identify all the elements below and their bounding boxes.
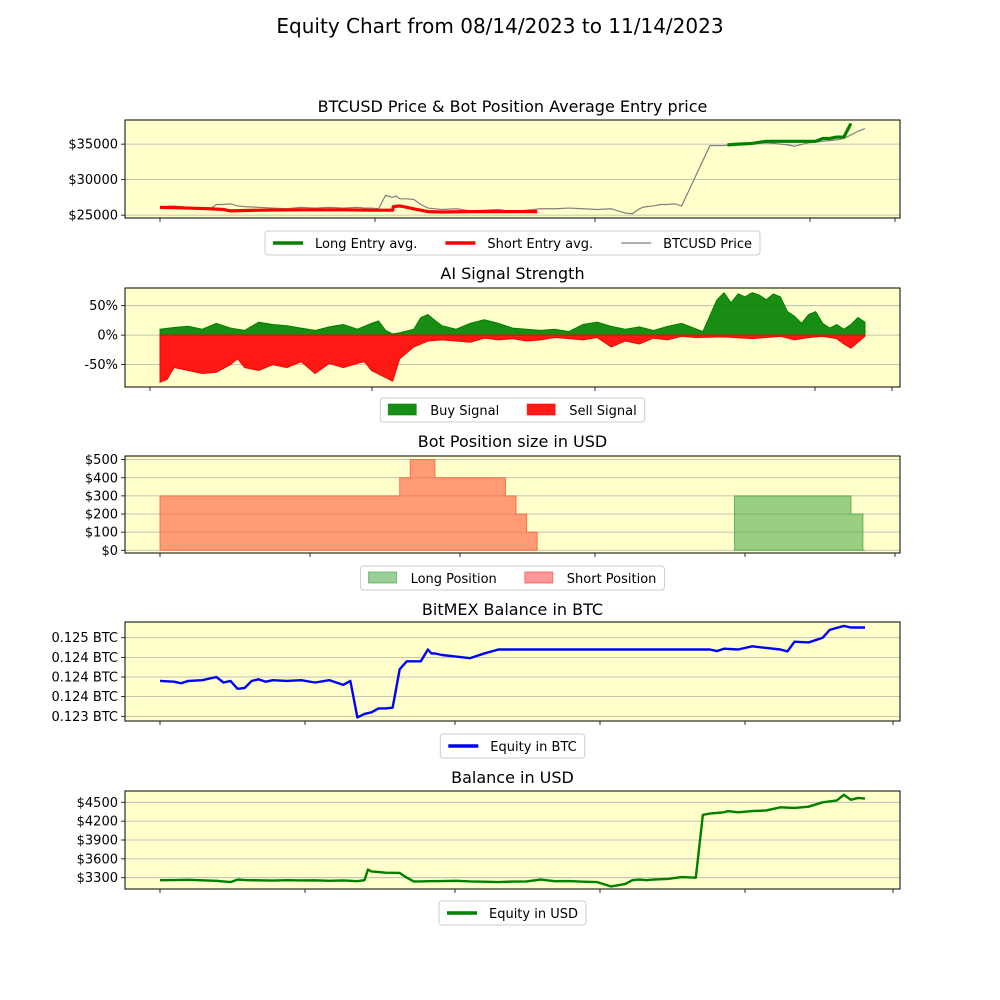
chart-legend: Equity in BTC: [439, 733, 586, 759]
legend-swatch-long-position: [368, 571, 398, 584]
y-tick-label: $30000: [68, 173, 118, 188]
chart-title: Bot Position size in USD: [418, 432, 607, 451]
chart-legend: Equity in USD: [438, 900, 587, 926]
chart-panel-1: $25000 $30000 $35000 BTCUSD Price & Bot Pos…: [68, 97, 901, 256]
y-tick-label: $0: [101, 544, 118, 559]
legend-label-long-position: Long Position: [411, 572, 497, 587]
chart-title: BTCUSD Price & Bot Position Average Entr…: [318, 97, 708, 116]
plot-background: [125, 622, 900, 721]
series-line-short-entry-avg-: [159, 204, 538, 214]
y-tick-label: $35000: [68, 138, 118, 153]
series-area-long-position: [734, 495, 865, 551]
y-tick-label: $4500: [77, 796, 118, 811]
chart-legend: Long Position Short Position: [360, 565, 665, 591]
legend-box: [438, 900, 587, 926]
y-tick-label: $25000: [68, 209, 118, 224]
y-tick-label: $500: [85, 453, 118, 468]
legend-label-short-position: Short Position: [567, 572, 657, 587]
chart-panel-2: -50% 0% 50% AI Signal Strength Buy Signal Sel…: [84, 264, 901, 423]
legend-label-short-entry-avg-: Short Entry avg.: [487, 237, 593, 252]
y-tick-label: -50%: [84, 358, 118, 373]
legend-swatch-short-position: [524, 571, 554, 584]
axes-frame: [124, 790, 901, 890]
legend-box: [360, 565, 665, 591]
chart-panel-3: $0 $100 $200 $300 $400 $500 Bot Position size …: [85, 432, 901, 591]
chart-panel-5: $3300 $3600 $3900 $4200 $4500 Balance in USD E…: [77, 768, 901, 926]
legend-label-equity-in-usd: Equity in USD: [489, 907, 578, 922]
chart-panel-4: 0.123 BTC 0.124 BTC 0.124 BTC 0.124 BTC 0.12…: [51, 600, 901, 759]
legend-box: [439, 733, 586, 759]
legend-label-buy-signal: Buy Signal: [430, 404, 499, 419]
legend-box: [379, 397, 646, 423]
chart-title: Balance in USD: [451, 768, 574, 787]
legend-label-btcusd-price: BTCUSD Price: [663, 237, 752, 252]
plot-background: [125, 120, 900, 218]
chart-legend: Buy Signal Sell Signal: [379, 397, 646, 423]
series-line-long-entry-avg-: [727, 122, 853, 147]
axes-frame: [124, 455, 901, 554]
legend-swatch-sell-signal: [526, 403, 556, 416]
chart-legend: Long Entry avg. Short Entry avg. BTCUSD Pr…: [264, 230, 761, 256]
y-tick-label: 0%: [97, 329, 118, 344]
chart-title: BitMEX Balance in BTC: [422, 600, 603, 619]
axes-frame: [124, 119, 901, 219]
legend-label-long-entry-avg-: Long Entry avg.: [315, 237, 417, 252]
y-tick-label: $200: [85, 508, 118, 523]
legend-swatch-buy-signal: [387, 403, 417, 416]
y-tick-label: $300: [85, 489, 118, 504]
figure-title: Equity Chart from 08/14/2023 to 11/14/20…: [276, 14, 724, 38]
series-area-buy-signal: [159, 291, 866, 336]
axes-frame: [124, 287, 901, 388]
series-line-equity-in-usd: [159, 793, 866, 888]
y-tick-label: $400: [85, 471, 118, 486]
y-tick-label: 0.123 BTC: [51, 710, 118, 725]
chart-title: AI Signal Strength: [440, 264, 584, 283]
y-tick-label: $3600: [77, 852, 118, 867]
y-tick-label: $3300: [77, 871, 118, 886]
y-tick-label: 0.124 BTC: [51, 671, 118, 686]
y-tick-label: 0.124 BTC: [51, 690, 118, 705]
y-tick-label: 0.124 BTC: [51, 651, 118, 666]
y-tick-label: $100: [85, 526, 118, 541]
legend-label-equity-in-btc: Equity in BTC: [490, 740, 576, 755]
legend-label-sell-signal: Sell Signal: [569, 404, 637, 419]
axes-frame: [124, 621, 901, 722]
series-area-sell-signal: [159, 334, 866, 384]
y-tick-label: 50%: [89, 299, 118, 314]
y-tick-label: $4200: [77, 815, 118, 830]
series-line-equity-in-btc: [159, 624, 865, 719]
y-tick-label: 0.125 BTC: [51, 631, 118, 646]
legend-box: [264, 230, 761, 256]
y-tick-label: $3900: [77, 834, 118, 849]
series-area-short-position: [159, 459, 538, 551]
